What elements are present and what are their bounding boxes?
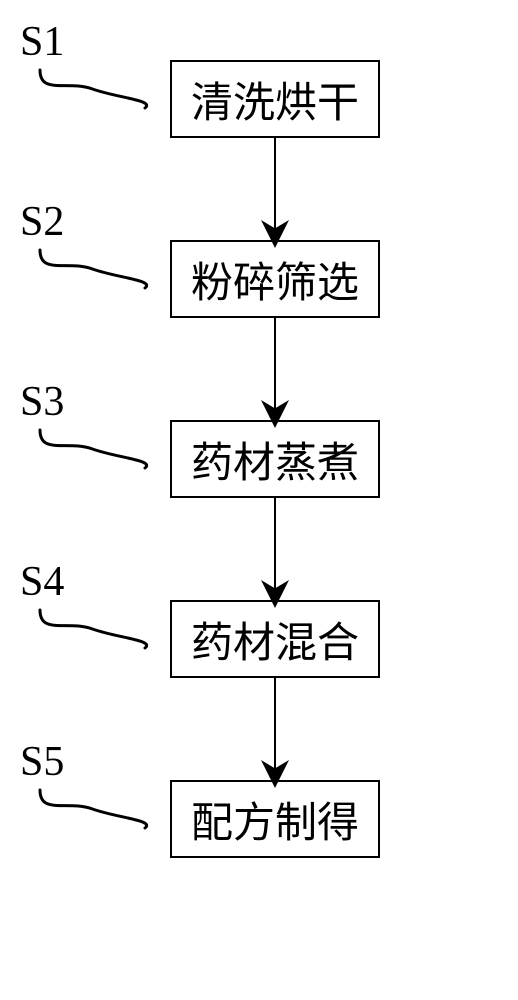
wavy-connector-s5 (20, 760, 165, 858)
wavy-connector-s3 (20, 400, 165, 498)
step-box-s2: 粉碎筛选 (170, 240, 380, 318)
wavy-connector-s2 (20, 220, 165, 318)
step-text-s1: 清洗烘干 (191, 69, 359, 130)
step-box-s5: 配方制得 (170, 780, 380, 858)
wavy-connector-s1 (20, 40, 165, 138)
flowchart-canvas: { "flowchart": { "type": "flowchart", "b… (0, 0, 518, 1000)
step-text-s2: 粉碎筛选 (191, 249, 359, 310)
step-text-s4: 药材混合 (191, 609, 359, 670)
step-text-s3: 药材蒸煮 (191, 429, 359, 490)
wavy-connector-s4 (20, 580, 165, 678)
step-box-s4: 药材混合 (170, 600, 380, 678)
step-text-s5: 配方制得 (191, 789, 359, 850)
step-box-s1: 清洗烘干 (170, 60, 380, 138)
step-box-s3: 药材蒸煮 (170, 420, 380, 498)
